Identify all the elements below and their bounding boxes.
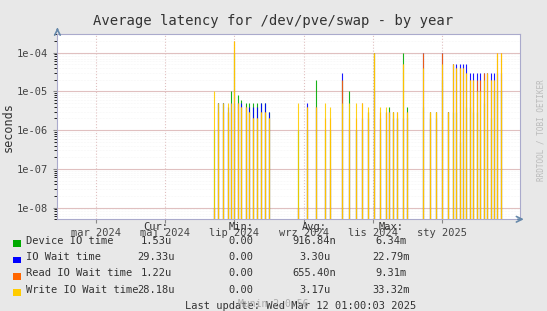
Text: Min:: Min:	[228, 221, 253, 231]
Text: Cur:: Cur:	[143, 221, 168, 231]
Text: 0.00: 0.00	[228, 252, 253, 262]
Text: 0.00: 0.00	[228, 236, 253, 246]
Text: Max:: Max:	[379, 221, 404, 231]
Text: RRDTOOL / TOBI OETIKER: RRDTOOL / TOBI OETIKER	[537, 80, 546, 182]
Text: 655.40n: 655.40n	[293, 268, 336, 278]
Text: 1.53u: 1.53u	[140, 236, 172, 246]
Text: 0.00: 0.00	[228, 268, 253, 278]
Y-axis label: seconds: seconds	[2, 102, 14, 152]
Text: IO Wait time: IO Wait time	[26, 252, 101, 262]
Text: 28.18u: 28.18u	[137, 285, 174, 295]
Text: Device IO time: Device IO time	[26, 236, 113, 246]
Text: 1.22u: 1.22u	[140, 268, 172, 278]
Text: Avg:: Avg:	[302, 221, 327, 231]
Text: 3.17u: 3.17u	[299, 285, 330, 295]
Text: 3.30u: 3.30u	[299, 252, 330, 262]
Text: 33.32m: 33.32m	[373, 285, 410, 295]
Text: Last update: Wed Mar 12 01:00:03 2025: Last update: Wed Mar 12 01:00:03 2025	[185, 301, 416, 311]
Text: Munin 2.0.56: Munin 2.0.56	[238, 299, 309, 309]
Text: Write IO Wait time: Write IO Wait time	[26, 285, 138, 295]
Text: 6.34m: 6.34m	[375, 236, 407, 246]
Text: 29.33u: 29.33u	[137, 252, 174, 262]
Text: 0.00: 0.00	[228, 285, 253, 295]
Text: 9.31m: 9.31m	[375, 268, 407, 278]
Text: Read IO Wait time: Read IO Wait time	[26, 268, 132, 278]
Text: Average latency for /dev/pve/swap - by year: Average latency for /dev/pve/swap - by y…	[94, 14, 453, 28]
Text: 22.79m: 22.79m	[373, 252, 410, 262]
Text: 916.84n: 916.84n	[293, 236, 336, 246]
